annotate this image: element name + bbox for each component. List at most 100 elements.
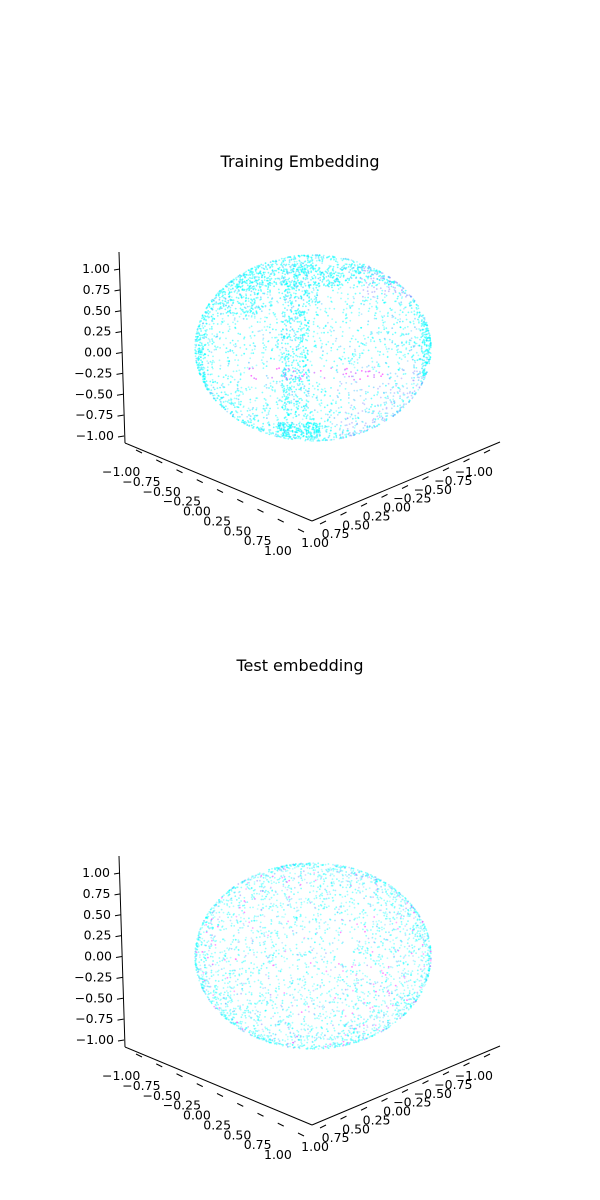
scatter-point [346, 303, 349, 305]
scatter-point [341, 284, 344, 286]
scatter-point [285, 283, 288, 286]
scatter-point [412, 996, 414, 999]
scatter-point [395, 384, 397, 387]
scatter-point [227, 284, 230, 286]
scatter-point [307, 335, 310, 338]
scatter-point [372, 410, 374, 413]
scatter-point [286, 355, 289, 358]
scatter-point [194, 348, 196, 351]
scatter-point [399, 1012, 401, 1015]
scatter-point [373, 989, 375, 992]
scatter-point [268, 312, 271, 315]
scatter-point [262, 907, 265, 909]
scatter-point [310, 267, 312, 269]
scatter-point [312, 287, 315, 290]
scatter-point [299, 341, 301, 344]
scatter-point [308, 862, 310, 865]
scatter-point [405, 333, 408, 336]
scatter-point [218, 993, 221, 996]
scatter-point [350, 362, 353, 365]
scatter-point [347, 984, 349, 987]
scatter-point [236, 292, 239, 294]
scatter-point [296, 383, 299, 385]
scatter-point [257, 265, 260, 267]
scatter-point [295, 282, 298, 285]
scatter-point [430, 952, 432, 955]
scatter-point [319, 375, 322, 378]
scatter-point [252, 875, 255, 878]
scatter-point [220, 396, 223, 399]
scatter-point [196, 942, 199, 944]
scatter-point [424, 323, 426, 326]
scatter-point [370, 277, 373, 280]
scatter-point [300, 1023, 303, 1025]
scatter-point [297, 276, 299, 278]
scatter-point [416, 374, 419, 376]
scatter-point [281, 865, 284, 868]
scatter-point [207, 985, 209, 988]
x-tick [257, 1112, 264, 1117]
scatter-point [412, 379, 414, 382]
scatter-point [375, 370, 378, 372]
scatter-point [261, 362, 264, 364]
scatter-point [301, 265, 303, 268]
scatter-point [273, 281, 276, 284]
scatter-point [299, 353, 302, 355]
scatter-point [235, 899, 238, 901]
scatter-point [383, 995, 386, 997]
scatter-point [346, 417, 349, 420]
scatter-point [263, 935, 266, 937]
y-tick [340, 1115, 347, 1120]
scatter-point [264, 316, 266, 319]
scatter-point [321, 271, 323, 274]
scatter-point [224, 293, 227, 296]
scatter-point [299, 273, 301, 276]
scatter-point [320, 409, 322, 412]
z-tick-label: 0.00 [84, 949, 112, 964]
scatter-point [339, 276, 342, 278]
scatter-point [216, 333, 219, 336]
scatter-point [344, 411, 347, 414]
scatter-point [249, 1029, 251, 1032]
scatter-point [225, 899, 228, 902]
scatter-point [204, 329, 207, 332]
scatter-point [300, 254, 303, 257]
scatter-point [358, 314, 360, 317]
scatter-point [200, 969, 202, 972]
scatter-point [423, 321, 425, 323]
scatter-point [311, 301, 314, 304]
scatter-point [399, 326, 402, 329]
scatter-point [350, 337, 353, 340]
scatter-point [346, 1039, 348, 1041]
scatter-point [282, 404, 285, 406]
scatter-point [391, 308, 394, 311]
scatter-point [234, 958, 237, 960]
scatter-point [266, 417, 268, 419]
scatter-point [306, 261, 309, 264]
scatter-point [250, 277, 252, 280]
scatter-point [256, 426, 259, 428]
scatter-point [294, 863, 297, 865]
scatter-point [327, 295, 329, 298]
scatter-point [232, 344, 235, 346]
scatter-point [242, 317, 245, 320]
scatter-point [253, 334, 256, 337]
y-tick-label: 0.00 [383, 1104, 411, 1119]
scatter-point [232, 351, 235, 354]
scatter-point [275, 380, 278, 383]
scatter-point [385, 915, 388, 918]
scatter-point [298, 384, 301, 387]
scatter-point [265, 383, 268, 386]
scatter-point [305, 405, 308, 408]
scatter-point [264, 305, 267, 308]
scatter-point [269, 261, 272, 263]
scatter-point [207, 926, 210, 929]
scatter-point [254, 300, 256, 302]
scatter-point [237, 332, 240, 335]
scatter-point [420, 380, 422, 382]
scatter-point [297, 1038, 300, 1041]
scatter-point [294, 300, 297, 302]
scatter-point [330, 438, 333, 441]
scatter-point [194, 965, 197, 967]
scatter-point [396, 349, 398, 352]
